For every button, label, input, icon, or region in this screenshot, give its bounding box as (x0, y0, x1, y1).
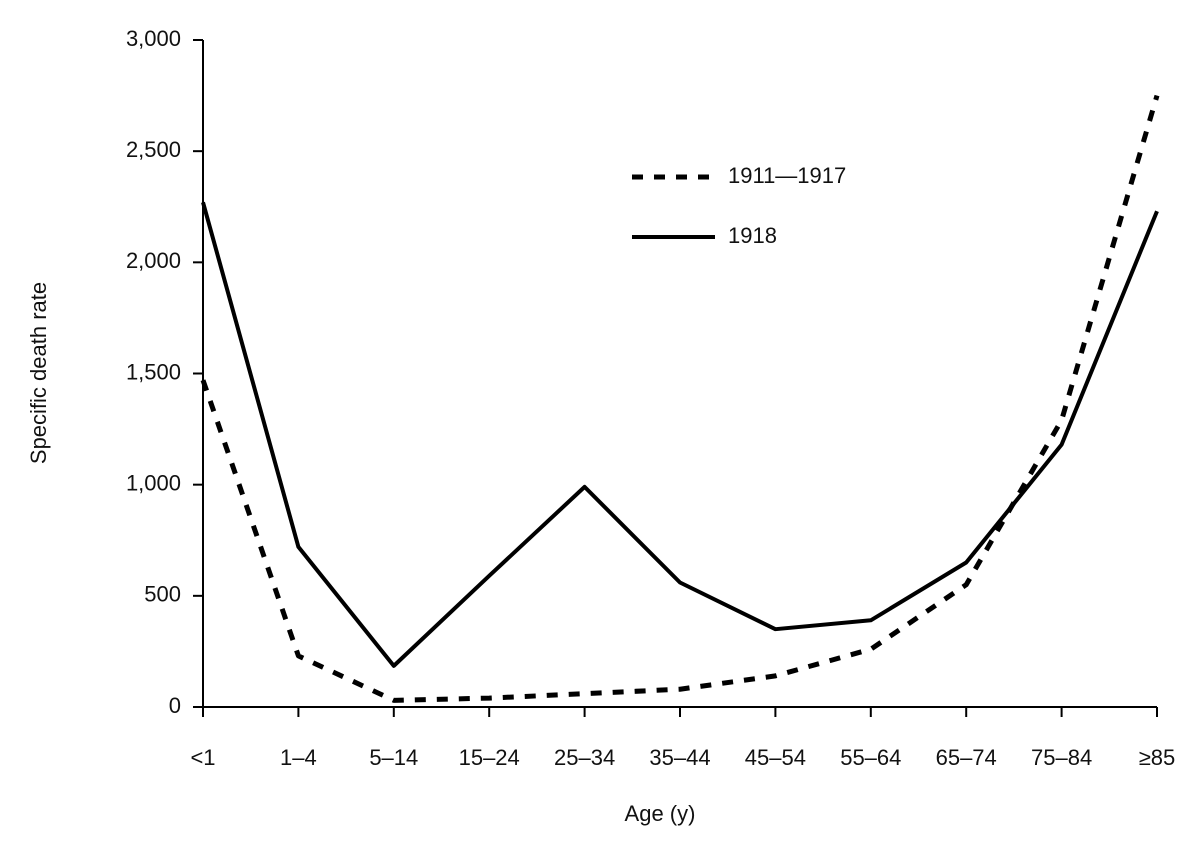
y-tick-label: 3,000 (126, 26, 181, 51)
legend-label: 1911—1917 (728, 163, 846, 188)
y-tick-label: 1,500 (126, 359, 181, 384)
x-tick-label: 1–4 (280, 745, 317, 770)
legend-label: 1918 (728, 223, 777, 248)
series-line (201, 201, 1159, 668)
x-axis-title: Age (y) (625, 801, 696, 826)
y-tick-label: 2,500 (126, 137, 181, 162)
y-tick-label: 500 (144, 582, 181, 607)
x-tick-label: 5–14 (369, 745, 418, 770)
x-tick-label: <1 (190, 745, 215, 770)
x-tick-label: 35–44 (649, 745, 710, 770)
y-tick-label: 0 (169, 693, 181, 718)
series-line (200, 94, 1160, 703)
y-axis-title: Specific death rate (26, 282, 51, 464)
x-tick-label: 15–24 (459, 745, 520, 770)
x-tick-label: ≥85 (1139, 745, 1176, 770)
x-tick-label: 55–64 (840, 745, 901, 770)
y-tick-label: 2,000 (126, 248, 181, 273)
x-tick-label: 65–74 (936, 745, 997, 770)
x-tick-label: 75–84 (1031, 745, 1092, 770)
y-tick-label: 1,000 (126, 470, 181, 495)
x-tick-label: 45–54 (745, 745, 806, 770)
x-tick-label: 25–34 (554, 745, 615, 770)
